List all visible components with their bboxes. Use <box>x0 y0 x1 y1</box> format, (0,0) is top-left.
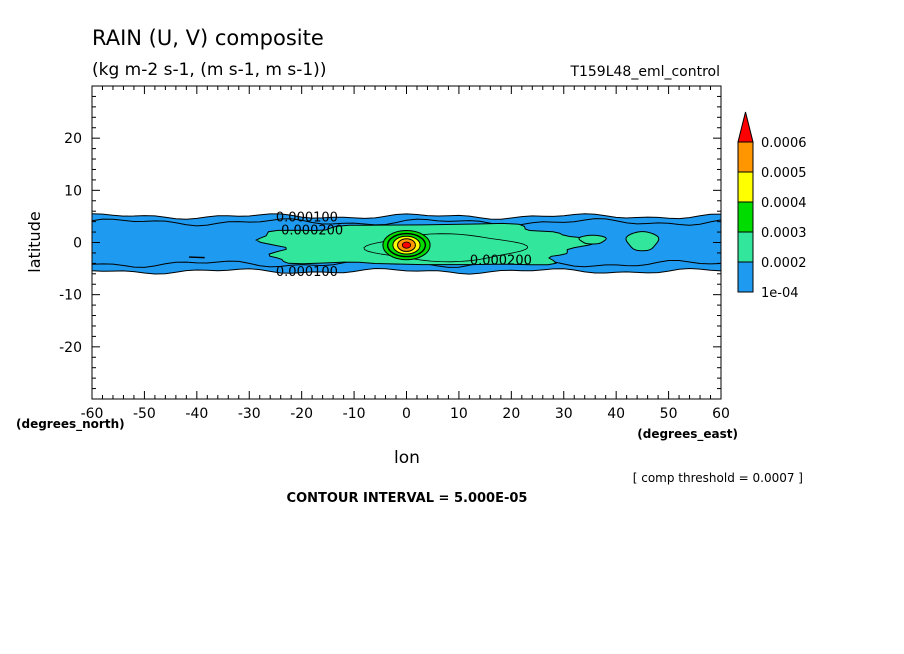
y-tick-label: -20 <box>59 340 82 356</box>
x-tick-label: -60 <box>81 406 104 422</box>
y-unit-label: (degrees_north) <box>16 417 125 432</box>
run-label: T159L48_eml_control <box>569 64 720 80</box>
rain-patch-west <box>188 256 205 259</box>
y-axis-title: latitude <box>25 211 44 272</box>
colorbar-label: 0.0004 <box>761 196 807 211</box>
x-tick-label: -50 <box>133 406 156 422</box>
y-tick-labels: 20 10 0 -10 -20 <box>59 131 82 356</box>
contour-label: 0.000100 <box>276 210 338 225</box>
colorbar-swatch <box>737 231 754 263</box>
x-tick-label: -10 <box>343 406 366 422</box>
colorbar-swatch <box>737 201 754 233</box>
rain-patch-east-1 <box>578 234 607 245</box>
contour-label: 0.000200 <box>281 223 343 238</box>
y-tick-label: 20 <box>64 131 82 147</box>
x-tick-label: -30 <box>238 406 261 422</box>
x-tick-label: 20 <box>502 406 520 422</box>
x-tick-label: -40 <box>185 406 208 422</box>
colorbar-label: 0.0006 <box>761 136 807 151</box>
colorbar: 1e-04 0.0002 0.0003 0.0004 0.0005 0.0006 <box>737 111 807 301</box>
x-unit-label: (degrees_east) <box>637 427 738 442</box>
x-tick-label: 40 <box>607 406 625 422</box>
rain-patch-east-2 <box>625 231 660 252</box>
x-tick-label: -20 <box>290 406 313 422</box>
rain-region-max <box>401 241 412 249</box>
x-tick-label: 50 <box>660 406 678 422</box>
x-tick-labels: -60 -50 -40 -30 -20 -10 0 10 20 30 40 50 60 <box>81 406 730 422</box>
rain-contour-core-1 <box>386 232 427 258</box>
x-tick-label: 30 <box>555 406 573 422</box>
colorbar-label: 0.0003 <box>761 226 807 241</box>
rain-region-0.0003 <box>363 233 529 263</box>
y-tick-label: 0 <box>73 236 82 252</box>
y-tick-label: 10 <box>64 183 82 199</box>
colorbar-swatch <box>737 141 754 173</box>
x-tick-label: 10 <box>450 406 468 422</box>
contour-label: 0.000200 <box>470 254 532 269</box>
contour-interval-note: CONTOUR INTERVAL = 5.000E-05 <box>287 491 528 506</box>
x-axis-title: lon <box>394 448 420 468</box>
colorbar-swatch <box>737 261 754 293</box>
rain-field <box>92 213 721 275</box>
chart-title: RAIN (U, V) composite <box>92 26 324 50</box>
y-tick-label: -10 <box>59 288 82 304</box>
chart-subtitle: (kg m-2 s-1, (m s-1, m s-1)) <box>92 60 326 80</box>
contour-label: 0.000100 <box>276 265 338 280</box>
axis-ticks <box>91 85 722 399</box>
x-tick-label: 0 <box>402 406 411 422</box>
colorbar-max-arrow <box>737 111 754 143</box>
colorbar-swatch <box>737 171 754 203</box>
colorbar-label: 1e-04 <box>761 286 799 301</box>
colorbar-label: 0.0005 <box>761 166 807 181</box>
comp-threshold-note: [ comp threshold = 0.0007 ] <box>633 471 803 485</box>
x-tick-label: 60 <box>712 406 730 422</box>
colorbar-label: 0.0002 <box>761 256 807 271</box>
